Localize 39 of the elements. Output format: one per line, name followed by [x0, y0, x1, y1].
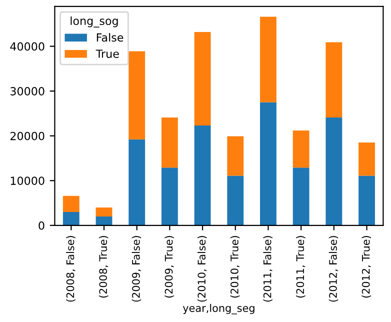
bar [260, 16, 276, 102]
bar [292, 130, 310, 168]
x-tick-label: (2010, True) [230, 236, 240, 298]
bar [96, 216, 112, 226]
bar [161, 168, 178, 226]
legend-label: False [96, 33, 124, 42]
x-tick-label: (2009, False) [132, 236, 142, 302]
x-tick-label: (2011, True) [296, 236, 306, 298]
x-tick-label: (2008, True) [98, 236, 108, 298]
y-tick-label: 30000 [10, 87, 44, 96]
x-tick-label: (2012, False) [328, 236, 338, 302]
x-tick-label: (2008, False) [66, 236, 76, 302]
x-tick-label: (2011, False) [263, 236, 272, 302]
y-tick-label: 0 [38, 221, 44, 230]
bar [194, 126, 211, 226]
bar [227, 176, 244, 226]
bar [62, 212, 80, 226]
bar [326, 117, 342, 226]
bar [128, 51, 146, 140]
bar [326, 42, 342, 118]
bar [161, 117, 178, 168]
bar [194, 32, 211, 126]
legend-label: True [96, 50, 119, 58]
bar [96, 207, 112, 216]
bar [292, 168, 310, 226]
y-tick-label: 20000 [10, 132, 44, 140]
bar [260, 102, 276, 226]
y-tick-label: 10000 [10, 176, 44, 185]
legend-title: long_sog [70, 16, 118, 28]
bar [358, 142, 375, 176]
y-tick-label: 40000 [10, 42, 44, 51]
x-tick-label: (2012, True) [362, 236, 372, 298]
x-axis-title: year,long_seg [182, 304, 254, 314]
bar [358, 176, 375, 226]
bar [62, 196, 80, 212]
x-tick-label: (2010, False) [197, 236, 207, 302]
bar [227, 136, 244, 176]
x-tick-label: (2009, True) [164, 236, 174, 298]
bar [128, 139, 146, 226]
